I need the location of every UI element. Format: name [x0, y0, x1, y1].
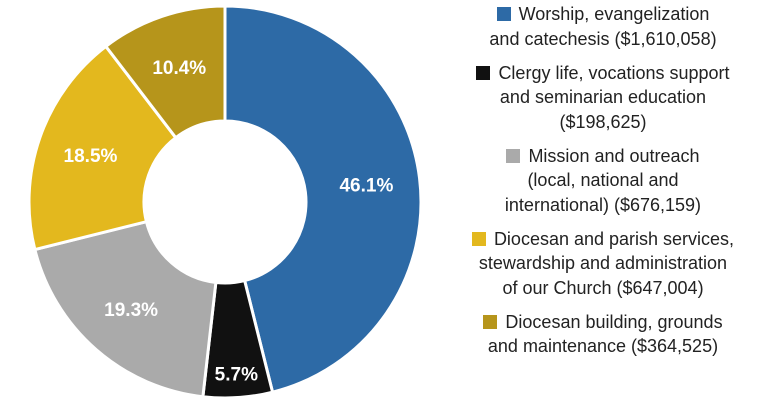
- legend-text-line: and maintenance ($364,525): [488, 334, 718, 359]
- pie-slice: [33, 219, 218, 399]
- legend-label: Worship, evangelization: [518, 4, 710, 24]
- donut-chart: 46.1% 5.7% 19.3% 18.5% 10.4%: [27, 4, 423, 400]
- legend-label: international) ($676,159): [504, 194, 702, 215]
- legend-label: (local, national and: [527, 170, 679, 190]
- legend-item: Clergy life, vocations support and semina…: [438, 61, 768, 135]
- legend-label: Mission and outreach: [528, 145, 700, 166]
- legend-swatch: [496, 7, 511, 22]
- legend-label: and maintenance ($364,525): [487, 336, 719, 356]
- slice-percent-label: 18.5%: [64, 146, 118, 167]
- legend-text-line: and catechesis ($1,610,058): [489, 27, 716, 52]
- legend-text-line: ($198,625): [559, 110, 646, 135]
- legend-text-line: Diocesan building, grounds: [483, 310, 723, 335]
- legend-swatch: [506, 148, 521, 163]
- slice-percent-label: 5.7%: [215, 365, 258, 386]
- legend-text-line: Worship, evangelization: [496, 2, 710, 27]
- slice-percent-label: 10.4%: [152, 58, 206, 79]
- slice-percent-label: 46.1%: [339, 176, 393, 197]
- legend-label: ($198,625): [559, 111, 647, 132]
- slice-percent-label: 19.3%: [104, 300, 158, 321]
- legend-text-line: Clergy life, vocations support: [476, 61, 730, 86]
- legend-swatch: [483, 314, 498, 329]
- legend-text-line: international) ($676,159): [505, 193, 701, 218]
- legend-label: and seminarian education: [499, 87, 707, 107]
- legend-text-line: and seminarian education: [500, 85, 706, 110]
- legend-item: Diocesan building, grounds and maintenanc…: [438, 310, 768, 359]
- legend-item: Mission and outreach (local, national and…: [438, 144, 768, 218]
- pie-slice: [223, 4, 423, 394]
- legend-item: Worship, evangelization and catechesis ($…: [438, 2, 768, 51]
- pie-slice: [103, 4, 227, 140]
- legend-text-line: Diocesan and parish services,: [471, 227, 735, 252]
- legend-label: and catechesis ($1,610,058): [489, 28, 717, 49]
- chart-legend: Worship, evangelization and catechesis ($…: [438, 2, 768, 368]
- legend-text-line: Mission and outreach: [506, 144, 700, 169]
- legend-label: Diocesan building, grounds: [505, 311, 723, 332]
- legend-text-line: of our Church ($647,004): [502, 276, 703, 301]
- legend-label: of our Church ($647,004): [502, 277, 704, 298]
- legend-swatch: [476, 65, 491, 80]
- legend-label: Clergy life, vocations support: [498, 62, 730, 83]
- legend-text-line: (local, national and: [527, 168, 678, 193]
- legend-text-line: stewardship and administration: [479, 251, 727, 276]
- pie-slice: [27, 44, 178, 252]
- legend-label: Diocesan and parish services,: [493, 228, 735, 249]
- legend-item: Diocesan and parish services, stewardship…: [438, 227, 768, 301]
- legend-label: stewardship and administration: [478, 253, 728, 273]
- legend-swatch: [471, 231, 486, 246]
